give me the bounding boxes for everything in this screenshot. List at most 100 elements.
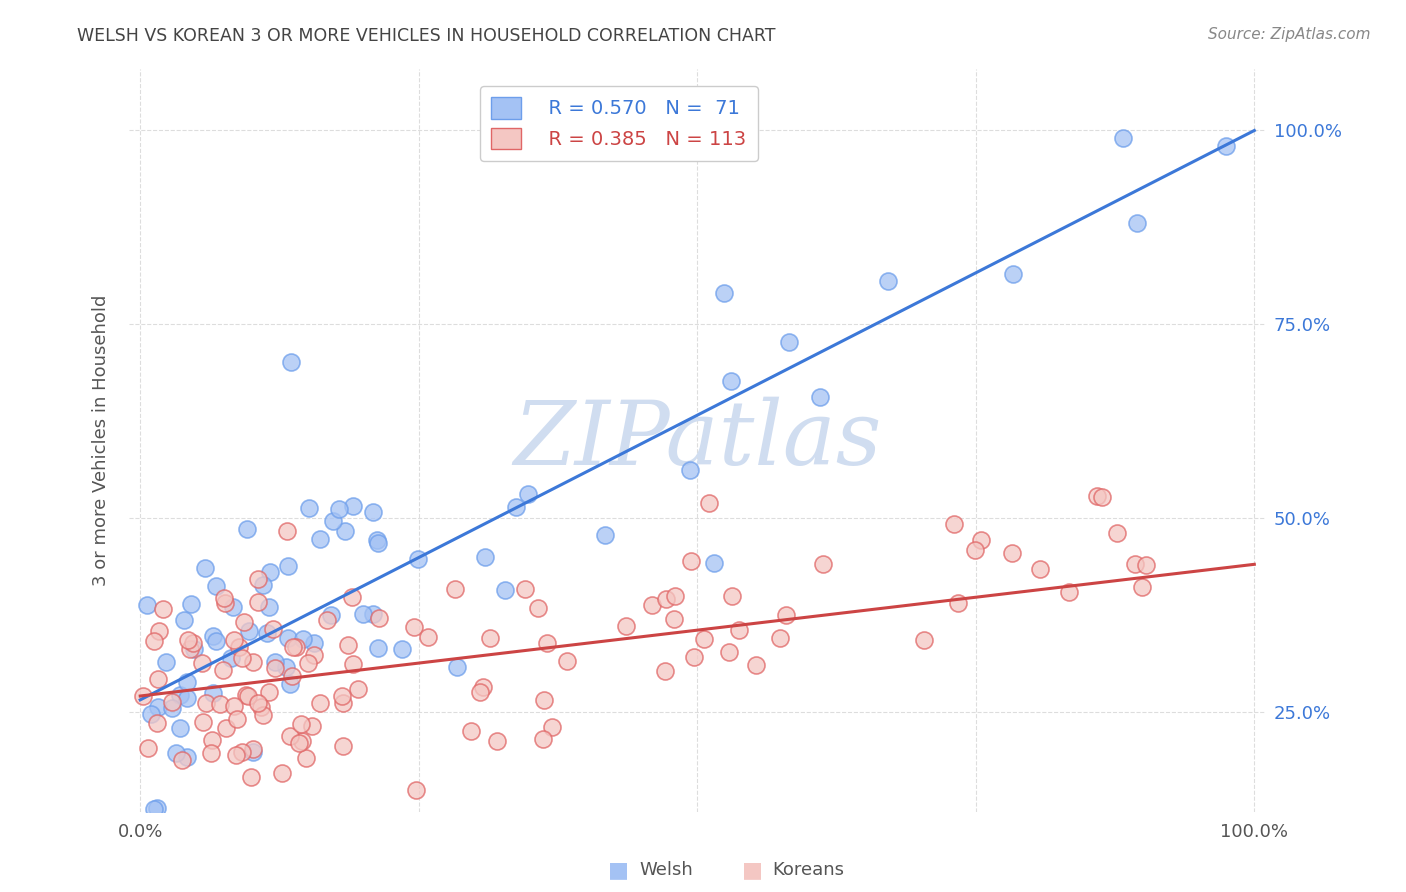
Point: [176, 691, 198, 706]
Point: [276, 659, 298, 673]
Text: ZIPatlas: ZIPatlas: [513, 397, 882, 483]
Point: [145, 801, 167, 815]
Point: [173, 613, 195, 627]
Point: [160, 695, 183, 709]
Point: [745, 657, 768, 672]
Point: [703, 556, 725, 570]
Point: [494, 583, 516, 598]
Point: [176, 749, 198, 764]
Point: [257, 600, 280, 615]
Point: [281, 640, 304, 654]
Point: [250, 699, 273, 714]
Point: [778, 335, 800, 350]
Point: [718, 645, 741, 659]
Point: [246, 572, 269, 586]
Point: [1085, 489, 1108, 503]
Point: [316, 613, 339, 627]
Point: [963, 542, 986, 557]
Point: [146, 715, 169, 730]
Point: [201, 732, 224, 747]
Point: [970, 533, 993, 547]
Point: [697, 496, 720, 510]
Point: [165, 746, 187, 760]
Point: [202, 686, 225, 700]
Text: Source: ZipAtlas.com: Source: ZipAtlas.com: [1208, 27, 1371, 42]
Point: [297, 656, 319, 670]
Point: [222, 699, 245, 714]
Point: [304, 635, 326, 649]
Point: [533, 693, 555, 707]
Point: [252, 578, 274, 592]
Point: [277, 631, 299, 645]
Point: [242, 741, 264, 756]
Point: [298, 500, 321, 515]
Point: [179, 642, 201, 657]
Point: [176, 674, 198, 689]
Point: [238, 624, 260, 638]
Point: [207, 859, 229, 873]
Point: [319, 608, 342, 623]
Point: [148, 700, 170, 714]
Point: [256, 626, 278, 640]
Point: [391, 642, 413, 657]
Point: [1130, 580, 1153, 594]
Point: [301, 719, 323, 733]
Point: [277, 558, 299, 573]
Text: ■: ■: [742, 860, 762, 880]
Point: [304, 648, 326, 662]
Point: [209, 697, 232, 711]
Point: [195, 696, 218, 710]
Point: [183, 642, 205, 657]
Point: [352, 607, 374, 622]
Point: [202, 629, 225, 643]
Text: WELSH VS KOREAN 3 OR MORE VEHICLES IN HOUSEHOLD CORRELATION CHART: WELSH VS KOREAN 3 OR MORE VEHICLES IN HO…: [77, 27, 776, 45]
Point: [810, 390, 832, 404]
Point: [222, 600, 245, 615]
Point: [309, 532, 332, 546]
Point: [236, 522, 259, 536]
Point: [181, 636, 204, 650]
Point: [332, 689, 354, 703]
Point: [176, 633, 198, 648]
Point: [768, 631, 790, 645]
Point: [169, 689, 191, 703]
Point: [333, 524, 356, 538]
Point: [290, 717, 312, 731]
Point: [212, 663, 235, 677]
Point: [332, 696, 354, 710]
Point: [259, 565, 281, 579]
Point: [655, 592, 678, 607]
Point: [148, 624, 170, 639]
Point: [446, 660, 468, 674]
Point: [513, 582, 536, 596]
Point: [641, 599, 664, 613]
Point: [654, 664, 676, 678]
Point: [235, 688, 257, 702]
Point: [713, 285, 735, 300]
Point: [205, 579, 228, 593]
Point: [193, 714, 215, 729]
Point: [214, 596, 236, 610]
Text: Welsh: Welsh: [640, 861, 693, 879]
Point: [1057, 584, 1080, 599]
Point: [139, 707, 162, 722]
Point: [526, 600, 548, 615]
Point: [194, 561, 217, 575]
Point: [517, 486, 540, 500]
Point: [236, 689, 259, 703]
Point: [295, 751, 318, 765]
Point: [474, 550, 496, 565]
Point: [664, 589, 686, 603]
Point: [366, 533, 388, 547]
Point: [332, 739, 354, 753]
Point: [136, 598, 159, 612]
Text: Koreans: Koreans: [772, 861, 844, 879]
Point: [262, 622, 284, 636]
Point: [361, 607, 384, 621]
Point: [264, 661, 287, 675]
Point: [1135, 558, 1157, 573]
Point: [242, 655, 264, 669]
Point: [215, 721, 238, 735]
Point: [278, 729, 301, 743]
Point: [252, 707, 274, 722]
